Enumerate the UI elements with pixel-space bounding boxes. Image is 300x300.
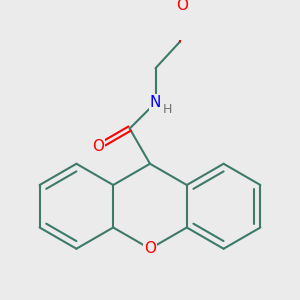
Text: N: N — [150, 95, 161, 110]
Text: O: O — [176, 0, 188, 13]
Text: H: H — [163, 103, 172, 116]
Text: O: O — [92, 140, 104, 154]
Text: O: O — [144, 241, 156, 256]
